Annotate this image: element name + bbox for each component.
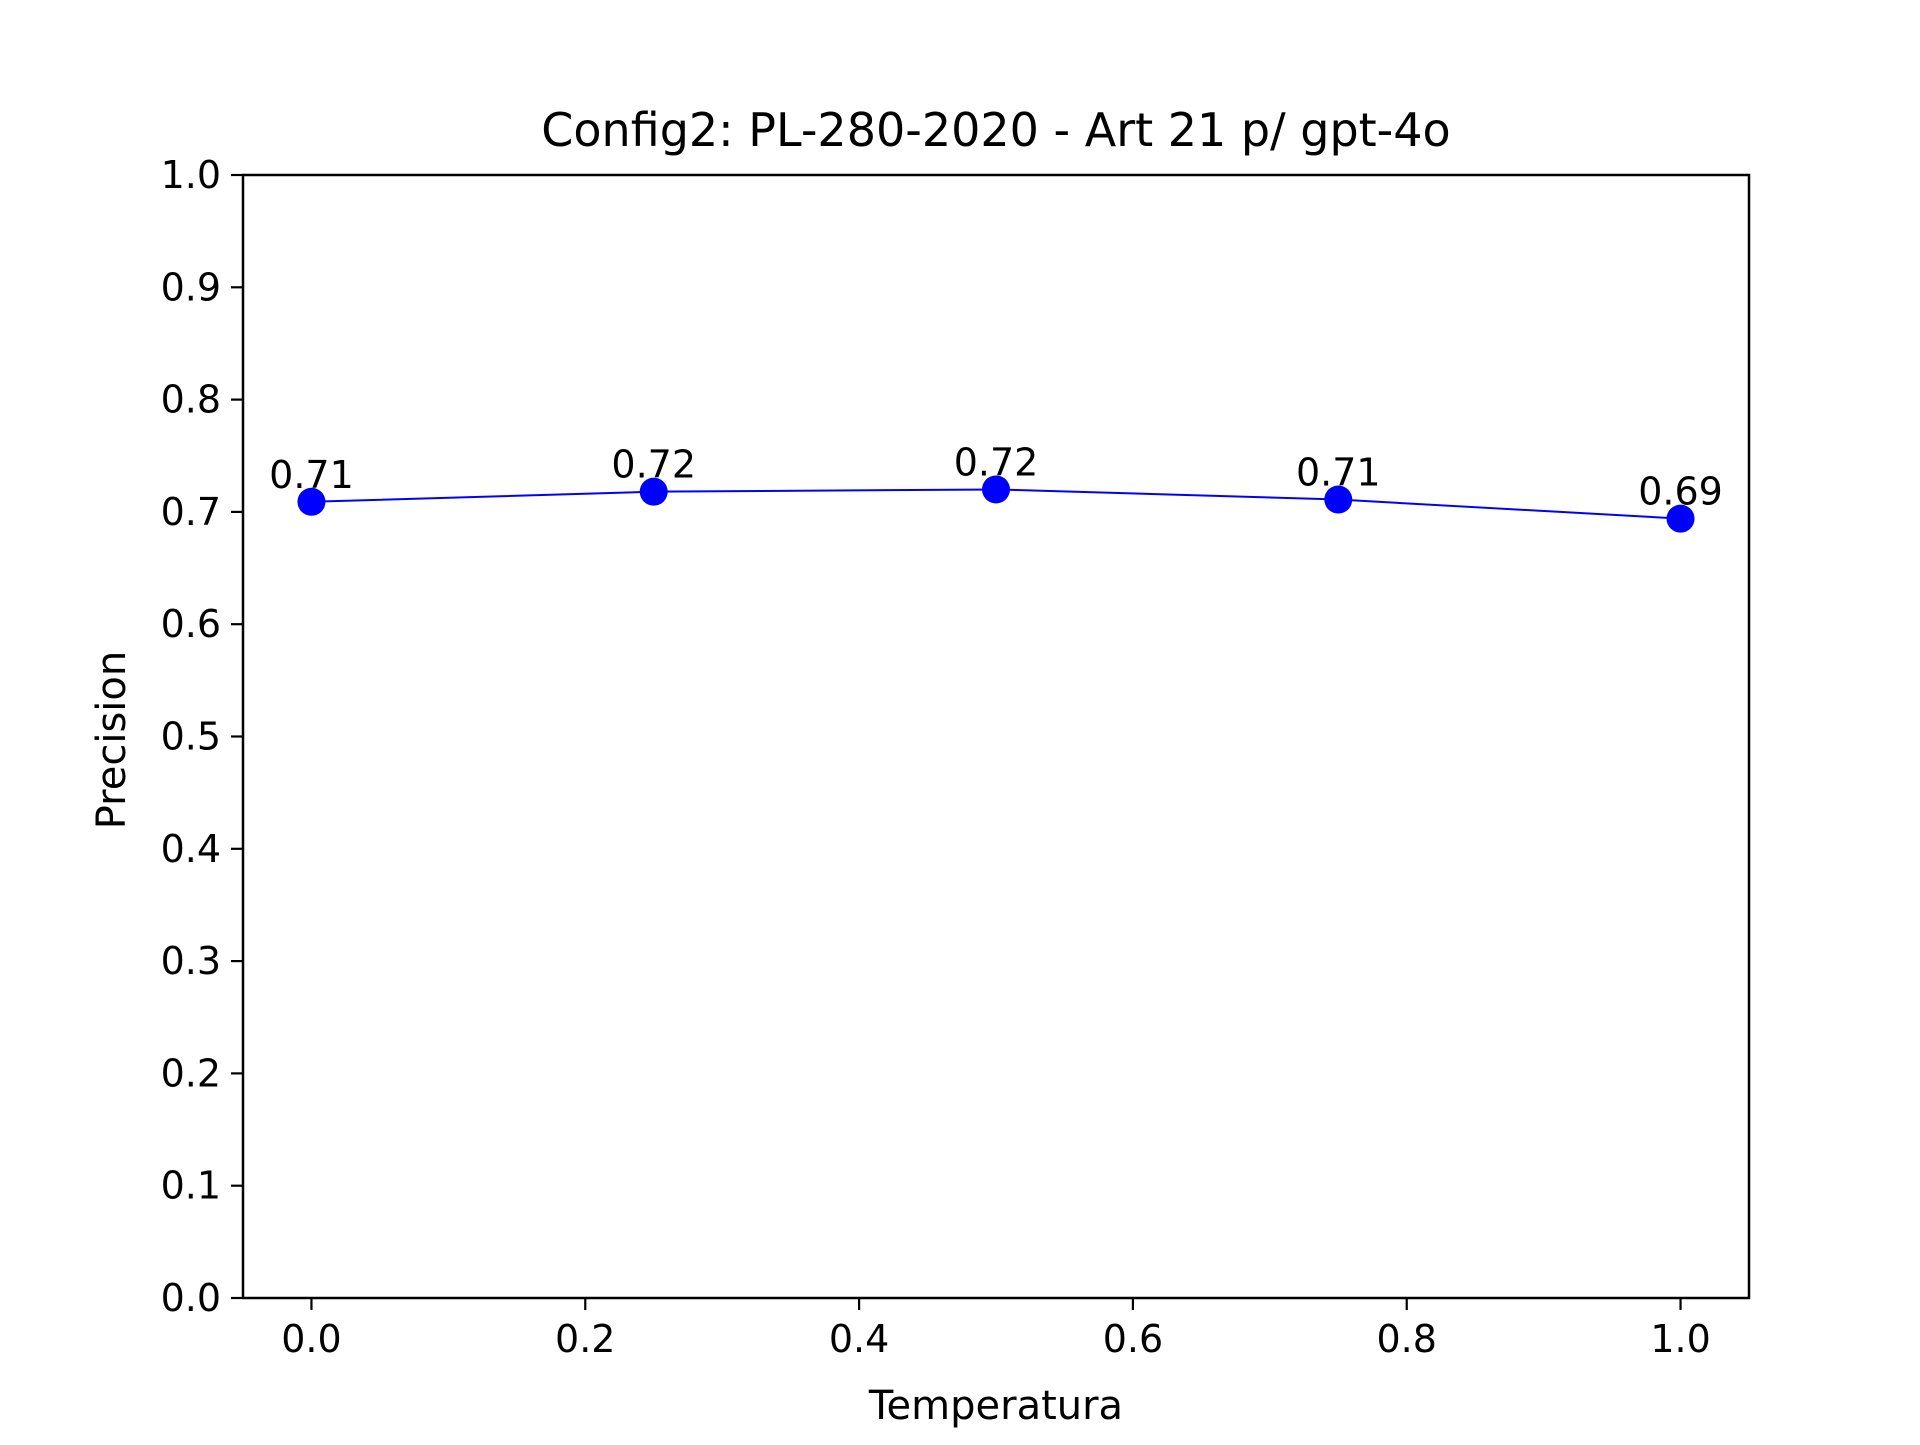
x-tick-label: 0.4: [829, 1317, 889, 1361]
y-tick-label: 1.0: [161, 153, 221, 197]
x-tick-label: 0.2: [555, 1317, 615, 1361]
data-point: [1666, 504, 1695, 533]
data-label: 0.69: [1638, 470, 1723, 514]
x-tick-label: 1.0: [1650, 1317, 1710, 1361]
data-point: [982, 475, 1010, 504]
y-tick-label: 0.6: [161, 602, 221, 646]
x-tick-label: 0.8: [1377, 1317, 1437, 1361]
data-label: 0.71: [269, 453, 354, 497]
x-axis-ticks: 0.0 0.2 0.4 0.6 0.8 1.0: [281, 1298, 1711, 1361]
y-tick-label: 0.7: [161, 490, 221, 534]
data-label: 0.72: [611, 443, 696, 487]
data-label: 0.72: [954, 440, 1039, 484]
y-tick-label: 0.3: [161, 939, 221, 983]
x-tick-label: 0.0: [281, 1317, 341, 1361]
y-tick-label: 0.4: [161, 827, 221, 871]
y-axis-label: Precision: [89, 651, 135, 829]
series-layer: 0.71 0.72 0.72 0.71 0.69: [269, 440, 1723, 533]
data-point: [1324, 485, 1353, 514]
chart-title: Config2: PL-280-2020 - Art 21 p/ gpt-4o: [541, 103, 1450, 157]
y-tick-label: 0.9: [161, 265, 221, 309]
data-point: [639, 477, 668, 506]
y-axis-ticks: 0.0 0.1 0.2 0.3 0.4 0.5 0.6 0.7 0.8 0.9 1.0: [161, 153, 243, 1320]
data-label: 0.71: [1296, 451, 1381, 495]
data-point: [297, 487, 326, 516]
x-axis-label: Temperatura: [868, 1383, 1123, 1429]
y-tick-label: 0.1: [161, 1164, 221, 1208]
y-tick-label: 0.5: [161, 715, 221, 759]
x-tick-label: 0.6: [1103, 1317, 1163, 1361]
y-tick-label: 0.2: [161, 1051, 221, 1095]
y-tick-label: 0.8: [161, 378, 221, 422]
y-tick-label: 0.0: [161, 1276, 221, 1320]
plot-area-frame: [241, 173, 1751, 1300]
